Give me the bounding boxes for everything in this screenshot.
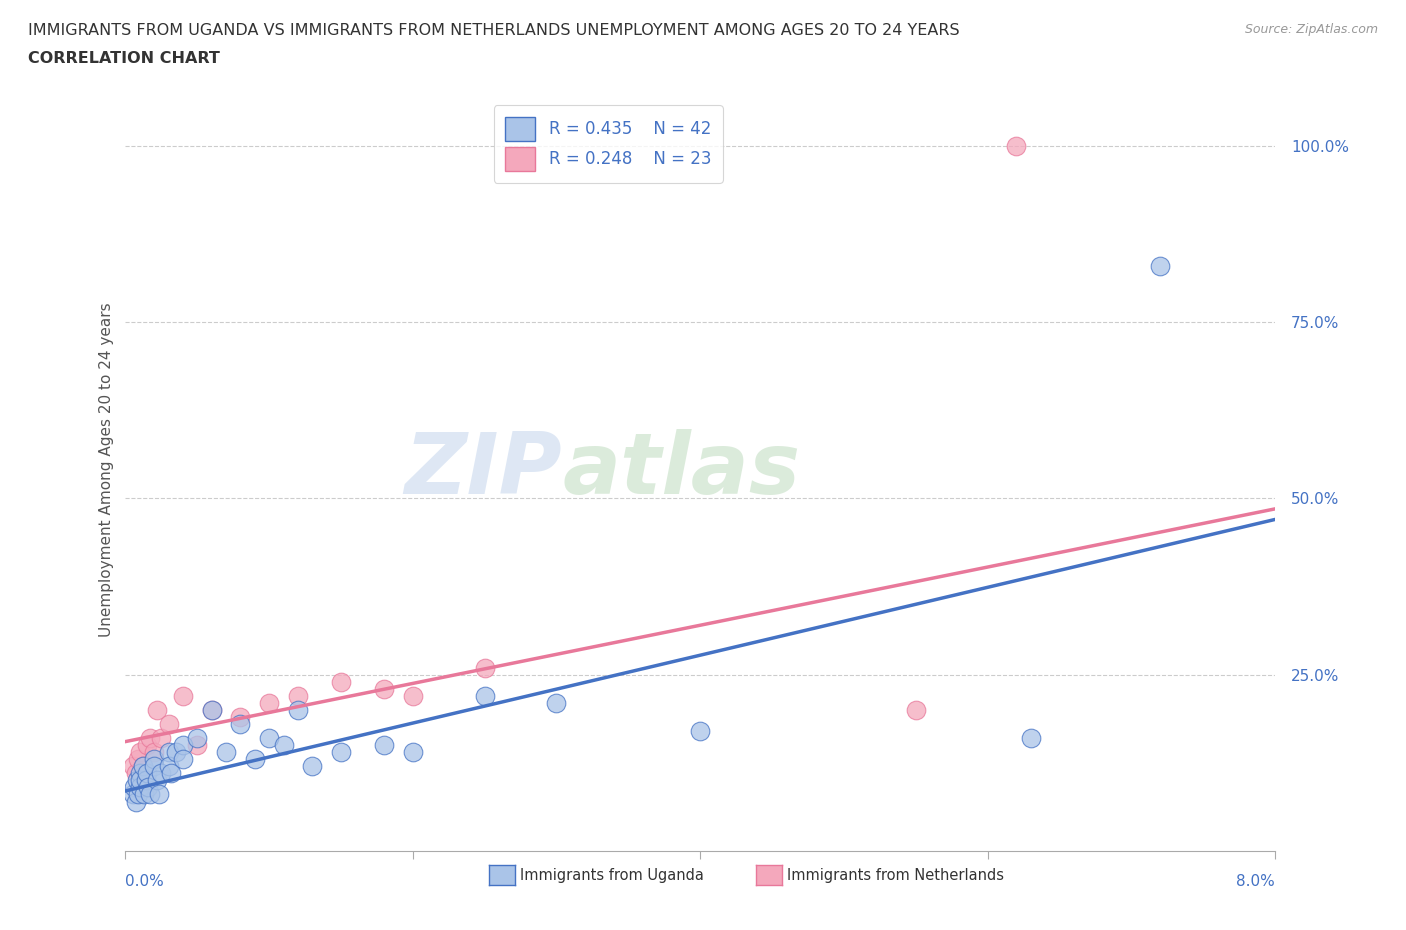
Point <box>1149 259 1171 273</box>
Point <box>127 751 149 766</box>
Point <box>139 787 162 802</box>
Point <box>186 731 208 746</box>
Legend: R = 0.435    N = 42, R = 0.248    N = 23: R = 0.435 N = 42, R = 0.248 N = 23 <box>494 105 723 182</box>
Point <box>330 674 353 689</box>
Point <box>148 787 170 802</box>
Point <box>124 794 146 809</box>
Text: 0.0%: 0.0% <box>125 874 165 889</box>
Text: Source: ZipAtlas.com: Source: ZipAtlas.com <box>1244 23 1378 36</box>
Point <box>402 688 425 703</box>
Point <box>136 766 159 781</box>
Point <box>134 787 156 802</box>
Point <box>186 737 208 752</box>
Point <box>146 702 169 717</box>
Text: CORRELATION CHART: CORRELATION CHART <box>28 51 219 66</box>
Point <box>402 745 425 760</box>
Point <box>135 773 157 788</box>
Point <box>121 787 143 802</box>
Point <box>1019 731 1042 746</box>
Point <box>273 737 295 752</box>
Point <box>172 737 194 752</box>
Point <box>128 745 150 760</box>
Point <box>904 702 927 717</box>
Point <box>373 682 395 697</box>
Point <box>546 696 568 711</box>
Point <box>287 702 309 717</box>
Point <box>157 716 180 731</box>
Point <box>165 745 187 760</box>
Point <box>143 745 166 760</box>
Point <box>373 737 395 752</box>
Point <box>143 751 166 766</box>
Point <box>124 766 146 781</box>
Point <box>139 731 162 746</box>
Point <box>330 745 353 760</box>
Point <box>257 731 280 746</box>
Point <box>172 688 194 703</box>
Point <box>1005 139 1028 153</box>
Point <box>150 766 173 781</box>
Text: ZIP: ZIP <box>405 429 562 512</box>
Point <box>243 751 266 766</box>
Point <box>201 702 224 717</box>
Point <box>229 716 252 731</box>
Point <box>157 759 180 774</box>
Point <box>128 773 150 788</box>
Point <box>689 724 711 738</box>
Point <box>172 751 194 766</box>
Point <box>143 759 166 774</box>
Text: atlas: atlas <box>562 429 800 512</box>
Y-axis label: Unemployment Among Ages 20 to 24 years: Unemployment Among Ages 20 to 24 years <box>100 303 114 637</box>
Point <box>257 696 280 711</box>
Point <box>136 737 159 752</box>
Point <box>125 773 148 788</box>
Point <box>160 766 183 781</box>
Point <box>121 759 143 774</box>
Point <box>201 702 224 717</box>
Text: Immigrants from Uganda: Immigrants from Uganda <box>520 868 704 883</box>
Point <box>138 780 160 795</box>
Point <box>122 780 145 795</box>
Point <box>215 745 238 760</box>
Point <box>132 759 155 774</box>
Point <box>229 710 252 724</box>
Point <box>287 688 309 703</box>
Point <box>127 787 149 802</box>
Point <box>474 688 496 703</box>
Point <box>128 780 150 795</box>
Text: 8.0%: 8.0% <box>1236 874 1275 889</box>
Point <box>474 660 496 675</box>
Point <box>146 773 169 788</box>
Point <box>150 731 173 746</box>
Point <box>157 745 180 760</box>
Text: Immigrants from Netherlands: Immigrants from Netherlands <box>787 868 1004 883</box>
Point <box>132 759 155 774</box>
Point <box>301 759 323 774</box>
Point <box>128 766 150 781</box>
Text: IMMIGRANTS FROM UGANDA VS IMMIGRANTS FROM NETHERLANDS UNEMPLOYMENT AMONG AGES 20: IMMIGRANTS FROM UGANDA VS IMMIGRANTS FRO… <box>28 23 960 38</box>
